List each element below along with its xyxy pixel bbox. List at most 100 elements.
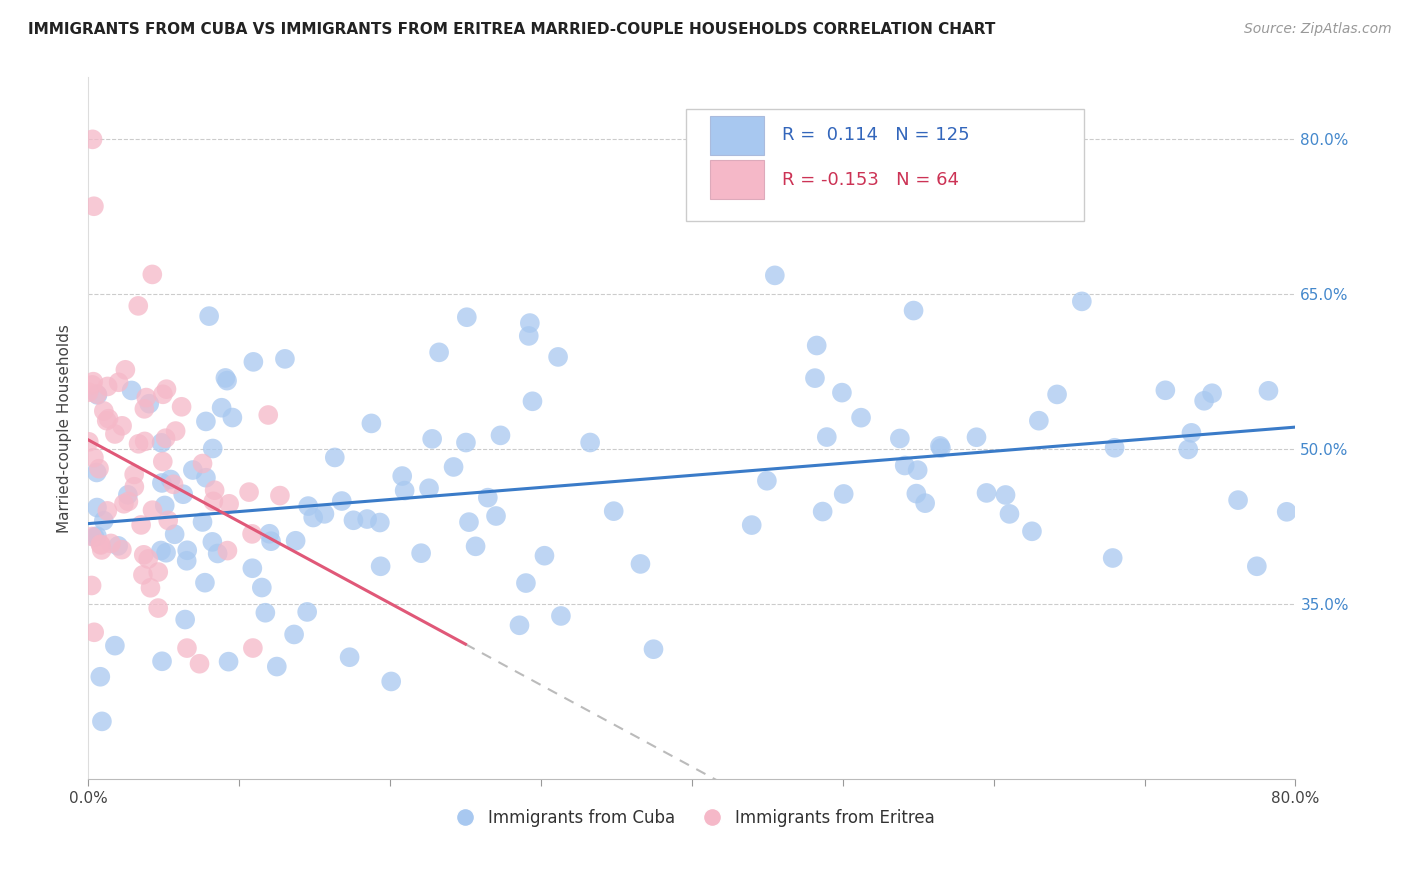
Bar <box>710 161 765 199</box>
Point <box>811 504 834 518</box>
Point <box>269 489 291 503</box>
Point <box>297 499 319 513</box>
Point <box>176 543 198 558</box>
Point <box>90 543 112 558</box>
Point <box>155 431 177 445</box>
Point <box>202 494 225 508</box>
Y-axis label: Married-couple Households: Married-couple Households <box>58 324 72 533</box>
Point <box>976 486 998 500</box>
Point <box>83 625 105 640</box>
Point <box>508 618 530 632</box>
Point <box>929 441 952 455</box>
Point <box>141 503 163 517</box>
Point <box>477 491 499 505</box>
FancyBboxPatch shape <box>686 109 1084 221</box>
Point <box>994 488 1017 502</box>
Point <box>804 371 827 385</box>
Point <box>454 435 477 450</box>
Bar <box>710 116 765 154</box>
Point <box>339 650 361 665</box>
Point <box>218 655 240 669</box>
Point <box>152 387 174 401</box>
Point <box>172 487 194 501</box>
Point <box>295 605 318 619</box>
Point <box>418 481 440 495</box>
Point <box>122 467 145 482</box>
Point <box>201 442 224 456</box>
Point <box>427 345 450 359</box>
Point <box>132 568 155 582</box>
Point <box>368 516 391 530</box>
Point <box>905 486 928 500</box>
Point <box>139 581 162 595</box>
Legend: Immigrants from Cuba, Immigrants from Eritrea: Immigrants from Cuba, Immigrants from Er… <box>441 803 942 834</box>
Point <box>201 534 224 549</box>
Point <box>159 473 181 487</box>
Point <box>1201 386 1223 401</box>
Point <box>242 355 264 369</box>
Point <box>100 536 122 550</box>
Point <box>330 494 353 508</box>
Point <box>806 338 828 352</box>
Point <box>194 414 217 428</box>
Point <box>150 435 173 450</box>
Point <box>165 424 187 438</box>
Point <box>914 496 936 510</box>
Point <box>82 529 104 543</box>
Text: R = -0.153   N = 64: R = -0.153 N = 64 <box>782 170 959 188</box>
Point <box>519 316 541 330</box>
Point <box>929 439 952 453</box>
Point <box>198 309 221 323</box>
Point <box>207 546 229 560</box>
Point <box>129 517 152 532</box>
Point <box>356 512 378 526</box>
Point <box>443 459 465 474</box>
Point <box>148 601 170 615</box>
Point <box>114 363 136 377</box>
Point <box>284 533 307 548</box>
Point <box>314 507 336 521</box>
Point <box>163 527 186 541</box>
Point <box>153 499 176 513</box>
Point <box>93 404 115 418</box>
Point <box>134 434 156 449</box>
Point <box>135 391 157 405</box>
Point <box>547 350 569 364</box>
Point <box>533 549 555 563</box>
Point <box>240 527 263 541</box>
Point <box>128 437 150 451</box>
Point <box>240 561 263 575</box>
Point <box>515 576 537 591</box>
Point <box>755 474 778 488</box>
Point <box>763 268 786 283</box>
Point <box>155 382 177 396</box>
Point <box>149 543 172 558</box>
Point <box>1104 441 1126 455</box>
Point <box>411 546 433 560</box>
Point <box>254 606 277 620</box>
Text: Source: ZipAtlas.com: Source: ZipAtlas.com <box>1244 22 1392 37</box>
Point <box>162 477 184 491</box>
Point <box>82 377 104 392</box>
Point <box>90 538 112 552</box>
Point <box>104 427 127 442</box>
Point <box>157 513 180 527</box>
Point <box>302 510 325 524</box>
Point <box>86 529 108 543</box>
Point <box>96 504 118 518</box>
Point <box>907 463 929 477</box>
Point <box>1070 294 1092 309</box>
Text: R =  0.114   N = 125: R = 0.114 N = 125 <box>782 127 970 145</box>
Point <box>83 199 105 213</box>
Point <box>242 640 264 655</box>
Point <box>176 554 198 568</box>
Point <box>134 401 156 416</box>
Point <box>107 376 129 390</box>
Point <box>360 417 382 431</box>
Point <box>204 483 226 498</box>
Point <box>217 543 239 558</box>
Text: IMMIGRANTS FROM CUBA VS IMMIGRANTS FROM ERITREA MARRIED-COUPLE HOUSEHOLDS CORREL: IMMIGRANTS FROM CUBA VS IMMIGRANTS FROM … <box>28 22 995 37</box>
Point <box>1028 414 1050 428</box>
Point <box>107 539 129 553</box>
Point <box>96 414 118 428</box>
